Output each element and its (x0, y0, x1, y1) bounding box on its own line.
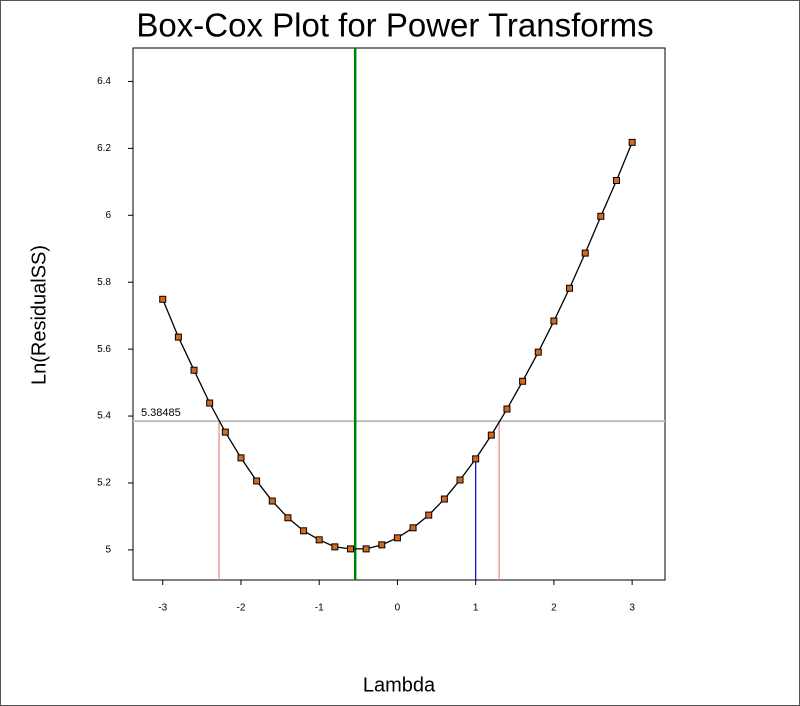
point (581, 249, 589, 257)
point (612, 176, 620, 184)
point (534, 348, 542, 356)
point (628, 138, 636, 146)
y-tick-label: 5.6 (97, 344, 111, 355)
y-tick-label: 5.2 (97, 478, 111, 489)
y-tick-label: 5.8 (97, 277, 111, 288)
point (237, 454, 245, 462)
point (550, 317, 558, 325)
point (206, 399, 214, 407)
y-tick-label: 5 (105, 545, 111, 556)
point (268, 497, 276, 505)
point (425, 511, 433, 519)
y-tick-label: 5.4 (97, 411, 111, 422)
chart-title: Box-Cox Plot for Power Transforms (136, 7, 653, 44)
point (284, 514, 292, 522)
x-tick-label: -2 (237, 603, 246, 614)
point (174, 333, 182, 341)
point (519, 377, 527, 385)
point (487, 431, 495, 439)
point (253, 477, 261, 485)
x-axis-label: Lambda (363, 674, 436, 696)
x-tick-label: 1 (473, 603, 479, 614)
plot-frame (132, 47, 666, 581)
point (221, 428, 229, 436)
point (331, 543, 339, 551)
point (472, 455, 480, 463)
x-tick-label: 0 (395, 603, 401, 614)
point (346, 545, 354, 553)
x-tick-label: 2 (551, 603, 557, 614)
y-tick-label: 6 (105, 210, 111, 221)
point (503, 405, 511, 413)
threshold-label: 5.38485 (141, 407, 181, 419)
y-tick-label: 6.4 (97, 76, 111, 87)
point (440, 495, 448, 503)
point (315, 536, 323, 544)
point (456, 476, 464, 484)
point (362, 545, 370, 553)
x-tick-label: -3 (158, 603, 167, 614)
x-tick-label: 3 (629, 603, 635, 614)
point (159, 295, 167, 303)
point (566, 284, 574, 292)
y-tick-label: 6.2 (97, 143, 111, 154)
point (409, 524, 417, 532)
point (597, 212, 605, 220)
point (190, 366, 198, 374)
point (300, 527, 308, 535)
point (393, 534, 401, 542)
x-tick-label: -1 (315, 603, 324, 614)
point (378, 541, 386, 549)
y-axis-label: Ln(ResidualSS) (28, 245, 50, 385)
